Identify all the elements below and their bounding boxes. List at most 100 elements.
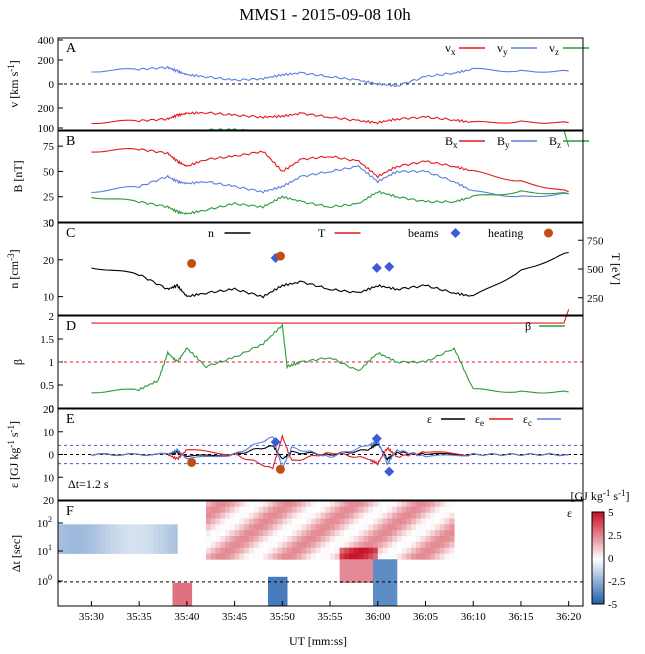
heatmap-cell <box>377 576 383 583</box>
heatmap-cell <box>291 506 298 513</box>
heatmap-cell <box>120 547 126 554</box>
heatmap-cell <box>382 600 388 607</box>
heatmap-cell <box>229 524 235 531</box>
heatmap-cell <box>315 512 321 519</box>
panel-frame-A <box>57 37 584 131</box>
heatmap-cell <box>320 501 326 508</box>
legend-label: εe <box>475 412 484 428</box>
heatmap-cell <box>282 501 288 508</box>
heatmap-cell <box>411 518 417 525</box>
heatmap-cell <box>387 576 393 583</box>
heatmap-cell <box>263 536 269 543</box>
heatmap-cell <box>387 582 393 589</box>
heatmap-cell <box>139 524 145 531</box>
heatmap-cell <box>373 501 379 508</box>
heatmap-cell <box>368 541 374 548</box>
heatmap-cell <box>416 524 422 531</box>
heatmap-cell <box>301 547 307 554</box>
panel-F: F 102 101 100 Δt [sec] ε 5 2.5 0 -2.5 -5 [GJ kg-1 s… <box>9 488 630 611</box>
heatmap-cell <box>229 506 235 513</box>
heatmap-cell <box>206 553 212 560</box>
colorbar-cell <box>592 535 604 538</box>
heatmap-cell <box>229 536 235 543</box>
heatmap-cell <box>282 512 288 519</box>
heatmap-cell <box>186 600 193 607</box>
heatmap-cell <box>320 524 326 531</box>
heatmap-cell <box>315 553 321 560</box>
heatmap-cell <box>177 594 183 601</box>
panel-frame-D <box>57 315 584 409</box>
heatmap-cell <box>411 547 417 554</box>
heatmap-cell <box>268 541 274 548</box>
heating-marker <box>275 464 285 474</box>
heatmap-cell <box>396 506 403 513</box>
heatmap-cell <box>430 547 436 554</box>
heatmap-cell <box>344 553 350 560</box>
heatmap-cell <box>420 530 426 537</box>
heatmap-cell <box>315 501 321 508</box>
beam-marker <box>371 433 382 444</box>
heatmap-cell <box>363 536 369 543</box>
heatmap-cell <box>339 530 345 537</box>
heatmap-cell <box>430 518 436 525</box>
heatmap-cell <box>334 553 340 560</box>
series-line-T <box>91 309 570 324</box>
heatmap-cell <box>392 594 398 601</box>
heatmap-cell <box>215 501 221 508</box>
heatmap-cell <box>420 524 426 531</box>
heatmap-cell <box>315 530 321 537</box>
heatmap-cell <box>215 541 221 548</box>
y-axis-label: Δt [sec] <box>9 535 23 572</box>
series-line-β <box>91 322 569 394</box>
heatmap-cell <box>368 518 374 525</box>
heatmap-cell <box>67 541 73 548</box>
heatmap-cell <box>325 524 331 531</box>
heatmap-cell <box>124 541 130 548</box>
heatmap-cell <box>124 524 130 531</box>
heatmap-cell <box>368 559 374 566</box>
heatmap-cell <box>239 506 245 513</box>
heatmap-cell <box>377 501 383 508</box>
heatmap-cell <box>148 541 154 548</box>
heatmap-cell <box>91 547 97 554</box>
heatmap-cell <box>439 547 445 554</box>
heatmap-cell <box>439 501 445 508</box>
heatmap-cell <box>387 588 393 595</box>
heatmap-cell <box>382 553 388 560</box>
x-axis-label: UT [mm:ss] <box>289 634 347 648</box>
heatmap-cell <box>411 536 417 543</box>
heatmap-cell <box>377 553 383 560</box>
heatmap-cell <box>382 501 388 508</box>
heatmap-cell <box>296 541 302 548</box>
heatmap-cell <box>435 524 441 531</box>
heatmap-cell <box>234 536 240 543</box>
heatmap-cell <box>435 541 441 548</box>
heatmap-cell <box>349 530 355 537</box>
heatmap-cell <box>411 506 417 513</box>
heatmap-cell <box>387 512 393 519</box>
series-line-vx <box>91 111 569 125</box>
heatmap-cell <box>430 530 436 537</box>
x-tick-label: 36:00 <box>365 611 391 623</box>
x-tick-label: 35:30 <box>79 611 105 623</box>
heatmap-cell <box>439 553 445 560</box>
heatmap-cell <box>239 547 245 554</box>
heatmap-cell <box>225 536 231 543</box>
heatmap-cell <box>349 571 355 578</box>
y-axis-label: ε [GJ kg-1 s-1] <box>6 421 21 488</box>
y-axis-label: [GJ kg-1 s-1] <box>570 488 629 503</box>
heatmap-cell <box>315 518 321 525</box>
heatmap-cell <box>344 524 350 531</box>
heatmap-cell <box>392 501 398 508</box>
heatmap-cell <box>325 553 331 560</box>
heatmap-cell <box>339 541 345 548</box>
heatmap-cell <box>339 512 345 519</box>
heatmap-cell <box>325 530 331 537</box>
heatmap-cell <box>387 541 393 548</box>
heatmap-cell <box>163 530 169 537</box>
heatmap-cell <box>373 559 379 566</box>
heatmap-cell <box>220 530 226 537</box>
heatmap-cell <box>177 582 183 589</box>
heatmap-cell <box>444 501 450 508</box>
